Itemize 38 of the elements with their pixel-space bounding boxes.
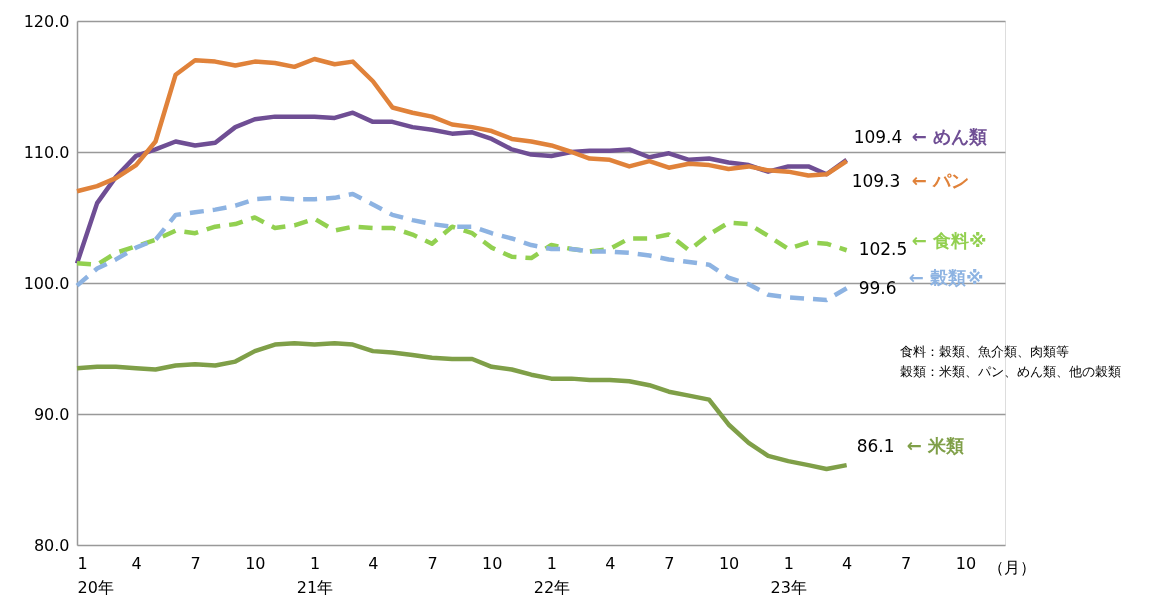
x-tick-label: 1 20年 <box>77 553 114 597</box>
x-tick-label: 10 <box>245 553 266 573</box>
data-label: 102.5 <box>858 239 908 260</box>
y-tick-label: 120.0 <box>23 11 70 31</box>
data-label: 109.4 <box>853 126 903 147</box>
text: ← 穀類※ <box>908 267 984 289</box>
x-tick-label: 1 22年 <box>533 553 571 597</box>
line-series <box>74 56 849 194</box>
y-tick-label: 100.0 <box>23 273 70 293</box>
x-tick-label: 10 <box>955 553 977 573</box>
y-tick-label: 110.0 <box>23 142 70 162</box>
y-tick-label: 90.0 <box>33 404 70 424</box>
x-tick-label: 7 <box>664 553 675 573</box>
text: ← めん類 <box>911 125 988 147</box>
x-tick-label: 7 <box>901 553 912 573</box>
x-tick-label: 7 <box>427 553 438 573</box>
text: ← 米類 <box>906 435 965 457</box>
data-label: 86.1 <box>856 436 895 457</box>
x-tick-label: 4 <box>842 553 853 573</box>
x-tick-label: 1 23年 <box>770 553 807 597</box>
annotation: 食料：穀類、魚介類、肉類等 <box>900 344 1069 359</box>
line-series <box>74 191 849 303</box>
x-tick-label: 4 <box>605 553 616 573</box>
x-tick-label: 4 <box>131 553 142 573</box>
x-tick-label: 7 <box>190 553 201 573</box>
data-label: 109.3 <box>851 171 901 192</box>
text: ← パン <box>911 170 970 192</box>
text: ← 食料※ <box>911 230 987 252</box>
x-axis-title: （月） <box>987 557 1036 577</box>
x-tick-label: 10 <box>482 553 503 573</box>
line-series <box>74 341 849 472</box>
y-tick-label: 80.0 <box>33 535 70 555</box>
x-tick-label: 4 <box>368 553 379 573</box>
x-tick-label: 10 <box>718 553 740 573</box>
x-tick-label: 1 21年 <box>296 553 334 597</box>
data-label: 99.6 <box>858 278 897 299</box>
line-series <box>74 215 849 267</box>
annotation: 穀類：米類、パン、めん類、他の穀類 <box>900 364 1121 379</box>
